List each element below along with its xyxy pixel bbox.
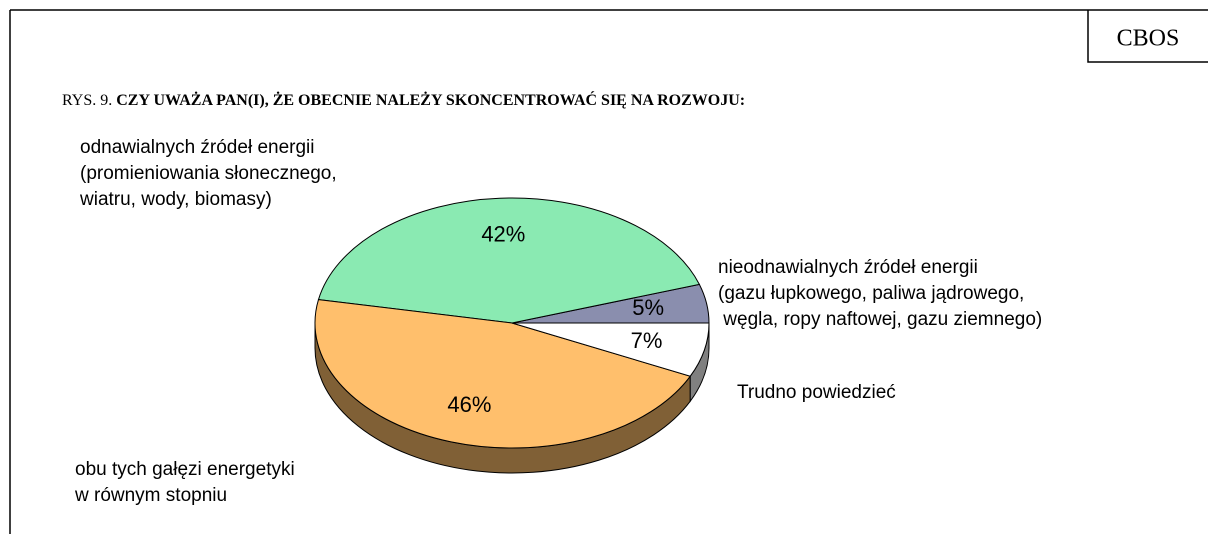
value-label: 5% — [632, 295, 664, 320]
category-label: wiatru, wody, biomasy) — [79, 189, 272, 210]
category-label: węgla, ropy naftowej, gazu ziemnego) — [718, 309, 1042, 330]
source-box — [1087, 10, 1208, 63]
category-label: Trudno powiedzieć — [737, 382, 896, 403]
category-label: (promieniowania słonecznego, — [80, 163, 337, 184]
value-label: 46% — [447, 392, 491, 417]
pie-slice — [314, 299, 692, 449]
title-text: CZY UWAŻA PAN(I), ŻE OBECNIE NALEŻY SKON… — [116, 90, 745, 109]
value-label: 7% — [631, 328, 663, 353]
figure-label: RYS. 9. — [62, 92, 112, 109]
category-label: (gazu łupkowego, paliwa jądrowego, — [718, 283, 1024, 304]
category-label: nieodnawialnych źródeł energii — [718, 257, 978, 278]
chart-title: RYS. 9. CZY UWAŻA PAN(I), ŻE OBECNIE NAL… — [62, 90, 745, 109]
pie-slice — [317, 197, 701, 324]
pie-slice — [511, 322, 710, 377]
category-label: odnawialnych źródeł energii — [80, 137, 314, 158]
source: CBOS — [1117, 26, 1180, 52]
category-label: obu tych gałęzi energetyki — [75, 459, 295, 480]
value-label: 42% — [481, 221, 525, 246]
category-label: w równym stopniu — [74, 485, 227, 506]
